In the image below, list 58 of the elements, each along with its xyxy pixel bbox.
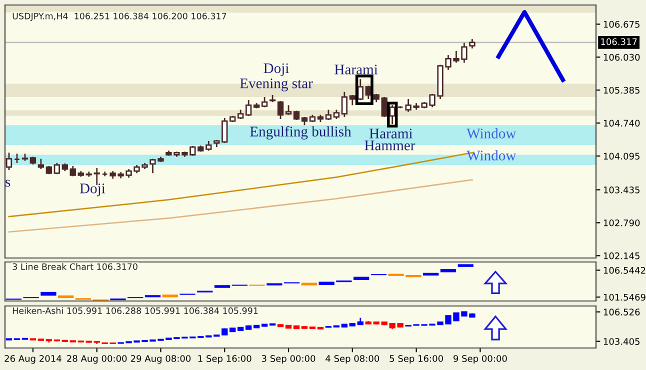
x-tick-label: 1 Sep 16:00	[198, 355, 252, 364]
bar	[423, 272, 439, 276]
y-tick-label: 103.405	[604, 338, 640, 345]
ref-line-label: 106.317	[601, 38, 637, 46]
candlestick	[238, 109, 244, 120]
x-tick-label: 29 Aug 08:00	[130, 355, 191, 364]
bar	[458, 264, 474, 267]
candlestick	[381, 96, 388, 118]
x-tick-label: 3 Sep 00:00	[262, 355, 316, 364]
x-tick-label: 28 Aug 00:00	[67, 355, 127, 364]
candlestick	[277, 100, 284, 120]
x-tick-label: 26 Aug 2014	[4, 355, 62, 364]
bar	[162, 294, 178, 298]
annotation: Doji	[80, 184, 106, 196]
candlestick	[325, 109, 332, 121]
annotation: Harami	[334, 64, 378, 74]
candlestick	[349, 94, 356, 106]
candlestick	[245, 99, 252, 117]
bar	[40, 292, 56, 296]
y-tick-label: 106.030	[604, 54, 640, 61]
text: USDJPY.m,H4 106.251 106.384 106.200 106.317	[12, 12, 226, 21]
bar	[440, 269, 456, 272]
annotation: s	[6, 180, 10, 187]
candlestick	[357, 78, 364, 101]
y-tick-label: 101.5469	[604, 294, 646, 301]
y-tick-label: 104.095	[604, 152, 640, 160]
candlestick	[14, 153, 20, 164]
bar	[214, 285, 230, 288]
annotation: Doji	[264, 63, 289, 76]
y-tick-label: 106.526	[604, 308, 640, 316]
annotation: Harami	[369, 128, 413, 138]
candlestick	[333, 109, 340, 120]
annotation: Hammer	[364, 140, 416, 150]
x-tick-label: 9 Sep 00:00	[454, 355, 507, 364]
candlestick	[389, 104, 396, 125]
annotation: Window	[466, 128, 516, 139]
y-tick-label: 103.435	[604, 186, 640, 194]
y-tick-label: 102.145	[604, 252, 640, 260]
bar	[58, 295, 74, 298]
annotation: Evening star	[240, 78, 313, 92]
bar	[301, 282, 318, 286]
candlestick	[6, 152, 12, 171]
candlestick	[285, 104, 292, 116]
x-tick-label: 5 Sep 16:00	[390, 355, 443, 364]
chart-title: 3 Line Break Chart 106.3170	[12, 263, 138, 270]
y-tick-label: 106.5442	[604, 266, 646, 274]
candlestick	[38, 158, 44, 170]
y-tick-label: 104.740	[604, 120, 640, 127]
x-tick-label: 4 Sep 08:00	[326, 355, 380, 364]
chart-title: Heiken-Ashi 105.991 106.288 105.991 106.384 105.991	[12, 307, 258, 314]
candlestick	[341, 91, 348, 118]
candlestick	[222, 117, 228, 144]
y-tick-label: 105.385	[604, 86, 640, 94]
bar	[354, 276, 370, 280]
annotation: Window	[466, 150, 516, 161]
y-tick-label: 102.790	[604, 219, 640, 226]
annotation: Engulfing bullish	[250, 126, 352, 140]
y-tick-label: 106.675	[604, 20, 640, 28]
